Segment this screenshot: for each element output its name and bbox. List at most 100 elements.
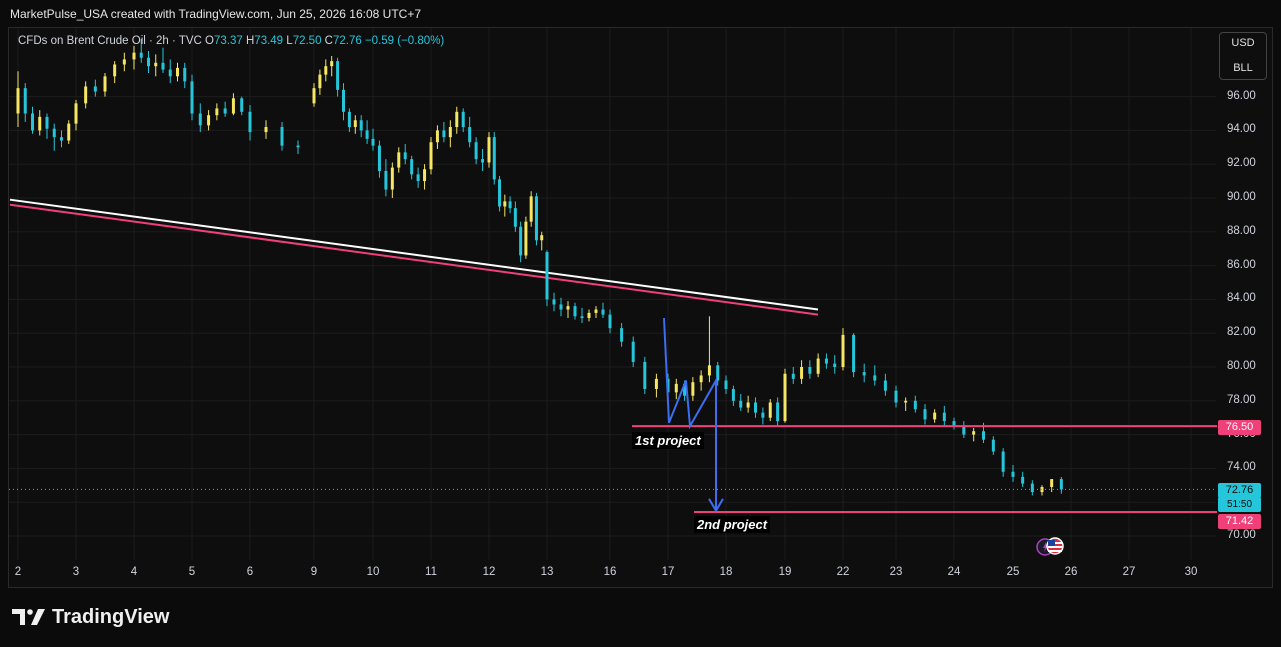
x-tick-label: 26 — [1064, 566, 1078, 578]
candle-body — [498, 179, 502, 207]
first-project-label[interactable]: 1st project — [632, 432, 704, 449]
projection-arrowhead — [708, 498, 724, 513]
close-value: 72.76 — [332, 35, 362, 47]
candle-body — [824, 358, 828, 364]
candle-body — [608, 314, 612, 329]
x-tick-label: 17 — [661, 566, 675, 578]
candle-body — [442, 130, 446, 138]
candle-body — [654, 378, 658, 389]
candle-body — [390, 167, 394, 190]
unit-button[interactable]: BLL — [1233, 62, 1253, 74]
chart-frame — [8, 27, 1273, 588]
x-tick-label: 5 — [188, 566, 196, 578]
candle-body — [492, 137, 496, 180]
projection-path[interactable] — [663, 317, 717, 511]
candle-body — [487, 137, 491, 163]
close-label: C — [324, 35, 333, 47]
candle-body — [1059, 479, 1063, 490]
candle-body — [365, 130, 369, 139]
candle-body — [45, 116, 49, 129]
candle-body — [783, 373, 787, 422]
y-tick-label: 70.00 — [1227, 529, 1256, 541]
low-value: 72.50 — [292, 35, 322, 47]
lightning-icon — [1043, 542, 1048, 552]
x-tick-label: 27 — [1122, 566, 1136, 578]
y-tick-label: 88.00 — [1227, 224, 1256, 237]
x-tick-label: 30 — [1184, 566, 1198, 578]
candle-body — [403, 152, 407, 160]
candle-body — [776, 402, 780, 422]
y-tick-label: 78.00 — [1227, 393, 1256, 406]
candle-body — [122, 59, 126, 65]
candle-body — [481, 159, 485, 163]
candle-body — [894, 390, 898, 403]
trendline-white[interactable] — [9, 198, 819, 311]
candle-body — [474, 142, 478, 160]
trendline-pink[interactable] — [9, 203, 819, 316]
currency-button[interactable]: USD — [1231, 37, 1255, 49]
x-tick-label: 12 — [482, 566, 496, 578]
candle-body — [190, 81, 194, 114]
candle-body — [873, 375, 877, 381]
candle-body — [84, 86, 88, 104]
candle-body — [416, 174, 420, 182]
high-label: H — [245, 35, 255, 47]
candle-body — [513, 208, 517, 227]
y-tick-label: 86.00 — [1227, 258, 1256, 271]
candle-body — [942, 412, 946, 422]
candle-body — [587, 312, 591, 318]
candle-body — [559, 304, 563, 310]
candle-body — [739, 400, 743, 408]
top-bar: MarketPulse_USA created with TradingView… — [0, 0, 1281, 27]
candle-body — [982, 431, 985, 440]
x-tick-label: 16 — [603, 566, 617, 578]
candle-body — [336, 61, 340, 90]
candle-body — [347, 111, 351, 128]
candle-body — [643, 361, 647, 389]
candle-body — [962, 426, 966, 435]
chart-credit: MarketPulse_USA created with TradingView… — [10, 7, 422, 21]
candle-body — [800, 367, 804, 379]
candle-body — [620, 328, 624, 342]
tradingview-logo[interactable]: TradingView — [12, 604, 169, 630]
candle-body — [707, 365, 711, 376]
candle-body — [699, 375, 703, 383]
candle-body — [154, 62, 158, 67]
candle-body — [1050, 479, 1054, 487]
candle-body — [524, 221, 528, 256]
candle-body — [330, 61, 334, 67]
projection-drawing[interactable] — [663, 317, 724, 513]
currency-box[interactable] — [1219, 32, 1267, 80]
x-tick-label: 10 — [366, 566, 380, 578]
candle-body — [132, 52, 136, 60]
candle-body — [435, 130, 439, 143]
us-flag-icon[interactable] — [1036, 537, 1066, 557]
x-tick-label: 2 — [14, 566, 22, 578]
candle-body — [312, 88, 316, 104]
candle-body — [1001, 451, 1005, 472]
y-tick-label: 74.00 — [1227, 461, 1256, 474]
candle-body — [508, 201, 512, 209]
candle-body — [631, 341, 635, 362]
candle-body — [816, 358, 820, 374]
trendlines[interactable] — [9, 198, 819, 316]
price-levels[interactable] — [9, 425, 1217, 514]
candle-body — [231, 98, 235, 114]
candle-body — [991, 439, 995, 452]
candle-body — [168, 69, 172, 77]
candle-body — [161, 62, 165, 70]
second-project-label[interactable]: 2nd project — [694, 516, 771, 533]
level-top-tag: 76.50 — [1218, 420, 1261, 435]
candle-body — [731, 388, 735, 401]
candle-body — [429, 142, 433, 170]
open-label: O — [205, 35, 214, 47]
x-tick-label: 22 — [836, 566, 850, 578]
candle-body — [534, 196, 538, 241]
y-tick-label: 80.00 — [1227, 360, 1256, 372]
candle-body — [198, 113, 202, 126]
x-tick-label: 4 — [130, 566, 138, 578]
candle-body — [1011, 471, 1015, 477]
candle-body — [223, 108, 227, 114]
y-tick-label: 82.00 — [1227, 326, 1256, 339]
